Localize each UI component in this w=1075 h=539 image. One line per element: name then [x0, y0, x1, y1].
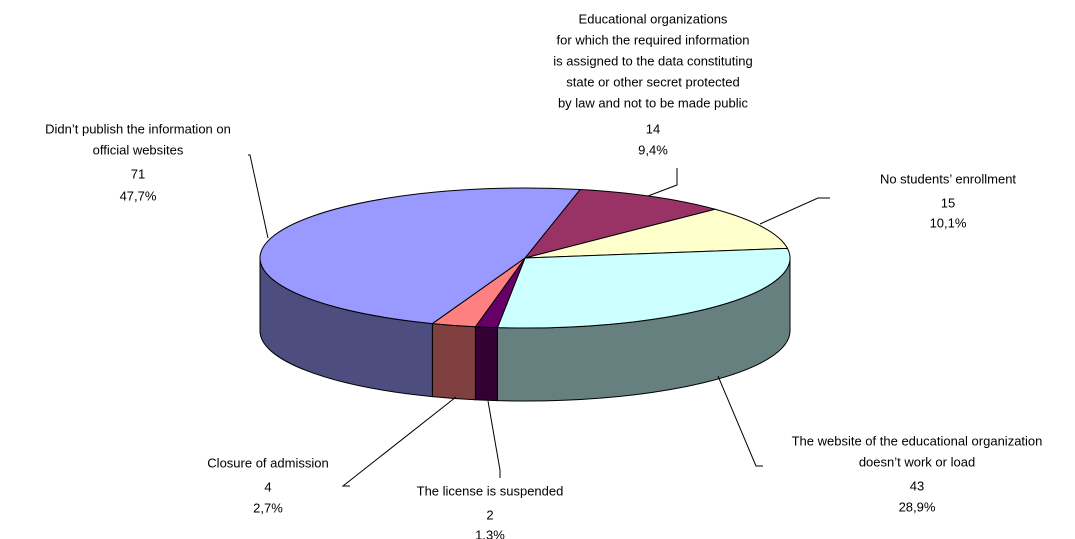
value-label: 4 — [264, 479, 271, 494]
slice — [259, 187, 582, 325]
leader-line — [248, 154, 269, 239]
slice — [524, 208, 789, 259]
leader-line — [759, 197, 830, 225]
category-label: Educational organizations — [579, 11, 728, 26]
leader-line — [341, 396, 457, 487]
slice-side — [474, 326, 498, 402]
share-label: 47,7% — [120, 188, 157, 203]
value-label: 71 — [131, 166, 145, 181]
category-label: is assigned to the data constituting — [553, 53, 752, 68]
value-label: 15 — [941, 195, 955, 210]
slice — [523, 189, 718, 259]
category-label: Didn’t publish the information on — [45, 121, 231, 136]
slice — [496, 247, 791, 329]
category-label: Closure of admission — [207, 455, 328, 470]
share-label: 9,4% — [638, 142, 668, 157]
leader-line — [717, 375, 763, 467]
category-label: official websites — [93, 142, 184, 157]
category-label: by law and not to be made public — [558, 95, 749, 110]
category-label: The license is suspended — [417, 483, 564, 498]
value-label: 43 — [910, 478, 924, 493]
share-label: 10,1% — [930, 215, 967, 230]
category-label: The website of the educational organizat… — [792, 433, 1043, 448]
slice-side — [431, 323, 476, 401]
category-label: for which the required information — [557, 32, 750, 47]
leader-line — [487, 400, 501, 478]
category-label: No students’ enrollment — [880, 171, 1016, 186]
leader-line — [647, 168, 678, 197]
category-label: doesn’t work or load — [859, 454, 975, 469]
category-label: state or other secret protected — [566, 74, 739, 89]
share-label: 2,7% — [253, 500, 283, 515]
value-label: 14 — [646, 121, 660, 136]
share-label: 28,9% — [899, 499, 936, 514]
value-label: 2 — [486, 507, 493, 522]
share-label: 1.3% — [475, 527, 505, 539]
